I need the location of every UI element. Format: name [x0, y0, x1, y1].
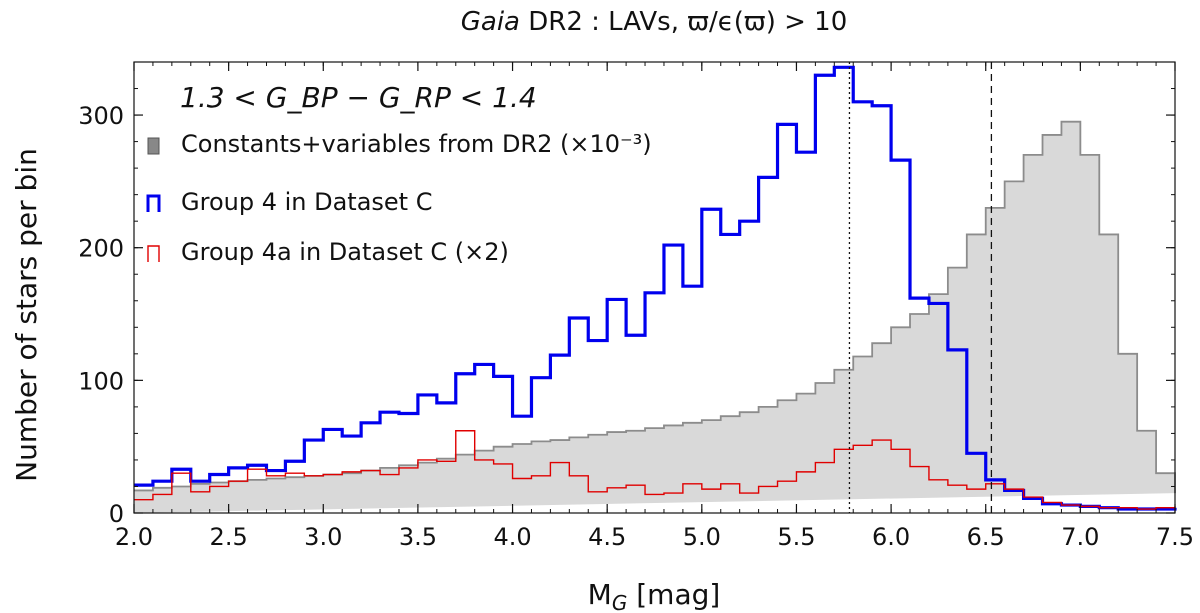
legend-label: Group 4a in Dataset C (×2) [181, 238, 509, 266]
y-tick-label: 200 [78, 235, 124, 263]
svg-text:MG [mag]: MG [mag] [588, 578, 721, 613]
legend: Constants+variables from DR2 (×10⁻³) Grou… [146, 130, 652, 266]
chart-title-rest: DR2 : LAVs, ϖ/ϵ(ϖ) > 10 [520, 7, 847, 37]
chart-title-italic: Gaia [461, 7, 520, 37]
x-axis-label-unit: [mag] [636, 578, 720, 611]
y-axis-label: Number of stars per bin [10, 148, 43, 482]
x-tick-label: 2.0 [115, 523, 153, 551]
x-axis-label: MG [mag] [588, 578, 721, 613]
y-tick-label: 300 [78, 102, 124, 130]
legend-entry-2: Group 4 in Dataset C [146, 188, 432, 216]
chart-title: Gaia DR2 : LAVs, ϖ/ϵ(ϖ) > 10 [461, 7, 847, 37]
x-tick-label: 7.5 [1156, 523, 1194, 551]
x-axis-label-sub: G [612, 591, 628, 613]
legend-label: Constants+variables from DR2 (×10⁻³) [181, 130, 652, 158]
legend-entry-3: Group 4a in Dataset C (×2) [147, 238, 509, 266]
series-2 [134, 65, 1177, 511]
y-tick-label: 0 [109, 500, 124, 528]
plot-frame [133, 61, 1176, 514]
x-tick-label: 7.0 [1061, 523, 1099, 551]
x-tick-label: 5.5 [777, 523, 815, 551]
x-axis-label-main: M [588, 578, 612, 611]
x-axis: 2.0 2.5 3.0 3.5 4.0 4.5 5.0 5.5 6.0 6.5 7.0 7.5 [115, 62, 1194, 551]
legend-swatch [146, 194, 161, 212]
svg-text:Gaia DR2 : LAVs, ϖ/ϵ(ϖ) > 10: Gaia DR2 : LAVs, ϖ/ϵ(ϖ) > 10 [461, 7, 847, 37]
series-fill [134, 121, 1175, 514]
legend-entry-1: Constants+variables from DR2 (×10⁻³) [147, 130, 652, 158]
color-range-annotation: 1.3 < G_BP − G_RP < 1.4 [180, 81, 537, 114]
legend-swatch [147, 137, 160, 155]
plot-area [133, 61, 1177, 514]
x-tick-label: 5.0 [683, 523, 721, 551]
x-tick-label: 4.5 [588, 523, 626, 551]
series-line [134, 430, 1176, 510]
y-tick-label: 100 [78, 367, 124, 395]
x-tick-label: 6.0 [872, 523, 910, 551]
x-tick-label: 3.5 [399, 523, 437, 551]
series-line [134, 65, 1177, 511]
x-tick-label: 4.0 [493, 523, 531, 551]
y-axis: 0 100 200 300 [78, 61, 1175, 528]
x-tick-label: 2.5 [210, 523, 248, 551]
x-tick-label: 3.0 [304, 523, 342, 551]
legend-label: Group 4 in Dataset C [181, 188, 432, 216]
series-3 [134, 430, 1176, 510]
series-1 [134, 120, 1176, 514]
x-tick-label: 6.5 [967, 523, 1005, 551]
legend-swatch [147, 245, 160, 262]
